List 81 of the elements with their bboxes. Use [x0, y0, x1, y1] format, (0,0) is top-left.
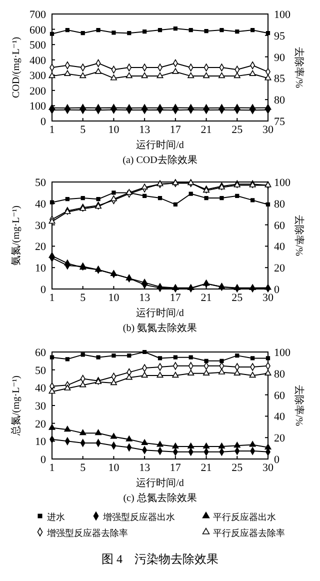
- x-tick-label: 17: [170, 292, 182, 304]
- x-axis-title: 运行时间/d: [136, 307, 184, 319]
- x-tick-label: 25: [232, 124, 244, 136]
- legend-label: 平行反应器去除率: [213, 528, 285, 538]
- y2-tick-label: 40: [274, 241, 286, 254]
- x-tick-label: 1: [49, 124, 55, 136]
- x-tick-label: 10: [108, 124, 120, 136]
- x-axis-title: 运行时间/d: [136, 477, 184, 489]
- x-axis-title: 运行时间/d: [136, 139, 184, 151]
- y-tick-label: 500: [30, 40, 46, 52]
- x-tick-label: 30: [262, 462, 274, 474]
- caption: 图 4 污染物去除效果: [102, 552, 218, 566]
- y2-axis-title: 去除率/%: [293, 214, 305, 256]
- x-tick-label: 21: [200, 462, 212, 474]
- y2-axis-title: 去除率/%: [293, 46, 305, 88]
- y2-tick-label: 80: [274, 198, 286, 210]
- y2-tick-label: 85: [274, 73, 286, 86]
- y-tick-label: 0: [40, 454, 46, 466]
- x-tick-label: 30: [262, 124, 274, 136]
- y-tick-label: 10: [35, 262, 46, 275]
- y2-tick-label: 90: [274, 52, 286, 64]
- x-tick-label: 13: [139, 292, 151, 304]
- y-tick-label: 400: [30, 54, 46, 67]
- y2-tick-label: 80: [274, 368, 286, 380]
- y-tick-label: 60: [35, 347, 46, 359]
- x-tick-label: 25: [232, 462, 244, 474]
- y2-tick-label: 95: [274, 30, 286, 42]
- y-tick-label: 20: [35, 418, 46, 430]
- y2-tick-label: 80: [274, 94, 286, 107]
- legend-label: 增强型反应器出水: [102, 512, 175, 522]
- y2-tick-label: 20: [274, 432, 286, 445]
- y2-tick-label: 60: [274, 390, 286, 402]
- y-tick-label: 50: [35, 177, 46, 189]
- y2-tick-label: 0: [274, 284, 280, 296]
- x-tick-label: 10: [108, 462, 120, 474]
- y-tick-label: 100: [30, 100, 46, 113]
- y-tick-label: 40: [35, 382, 46, 395]
- y2-tick-label: 60: [274, 220, 286, 232]
- x-tick-label: 1: [49, 292, 55, 304]
- x-tick-label: 1: [49, 462, 55, 474]
- y-tick-label: 300: [30, 70, 46, 82]
- y2-tick-label: 100: [274, 347, 291, 359]
- y2-tick-label: 75: [274, 116, 286, 128]
- x-tick-label: 13: [139, 124, 151, 136]
- x-tick-label: 13: [139, 462, 151, 474]
- text: (a) COD去除效果: [122, 154, 198, 166]
- y-tick-label: 700: [30, 9, 46, 21]
- x-tick-label: 21: [200, 124, 212, 136]
- x-tick-label: 17: [170, 124, 182, 136]
- y-tick-label: 200: [30, 85, 46, 98]
- x-tick-label: 5: [80, 124, 86, 136]
- x-tick-label: 10: [108, 292, 120, 304]
- y-tick-label: 10: [35, 436, 46, 448]
- y2-tick-label: 100: [274, 177, 291, 189]
- y2-tick-label: 40: [274, 411, 286, 424]
- x-tick-label: 30: [262, 292, 274, 304]
- y2-tick-label: 100: [274, 9, 291, 21]
- text: (b) 氨氮去除效果: [122, 322, 198, 334]
- legend-label: 进水: [47, 512, 65, 522]
- x-tick-label: 21: [200, 292, 212, 304]
- legend-label: 增强型反应器去除率: [46, 528, 128, 538]
- x-tick-label: 5: [80, 292, 86, 304]
- y-tick-label: 50: [35, 364, 46, 377]
- y-tick-label: 600: [30, 24, 46, 36]
- y2-tick-label: 20: [274, 262, 286, 275]
- y-tick-label: 0: [40, 284, 46, 296]
- y-axis-title: 氨氮/(mg·L⁻¹): [11, 206, 22, 266]
- y2-axis-title: 去除率/%: [293, 384, 305, 426]
- text: (c) 总氮去除效果: [123, 492, 197, 504]
- y-tick-label: 30: [35, 400, 46, 412]
- legend-label: 平行反应器出水: [213, 512, 276, 522]
- y-axis-title: COD/(mg·L⁻¹): [11, 36, 22, 98]
- x-tick-label: 17: [170, 462, 182, 474]
- x-tick-label: 25: [232, 292, 244, 304]
- y-tick-label: 40: [35, 198, 46, 210]
- y-tick-label: 20: [35, 241, 46, 254]
- y2-tick-label: 0: [274, 454, 280, 466]
- y-tick-label: 0: [40, 116, 46, 128]
- y-axis-title: 总氮/(mg·L⁻¹): [10, 376, 22, 436]
- x-tick-label: 5: [80, 462, 86, 474]
- y-tick-label: 30: [35, 220, 46, 232]
